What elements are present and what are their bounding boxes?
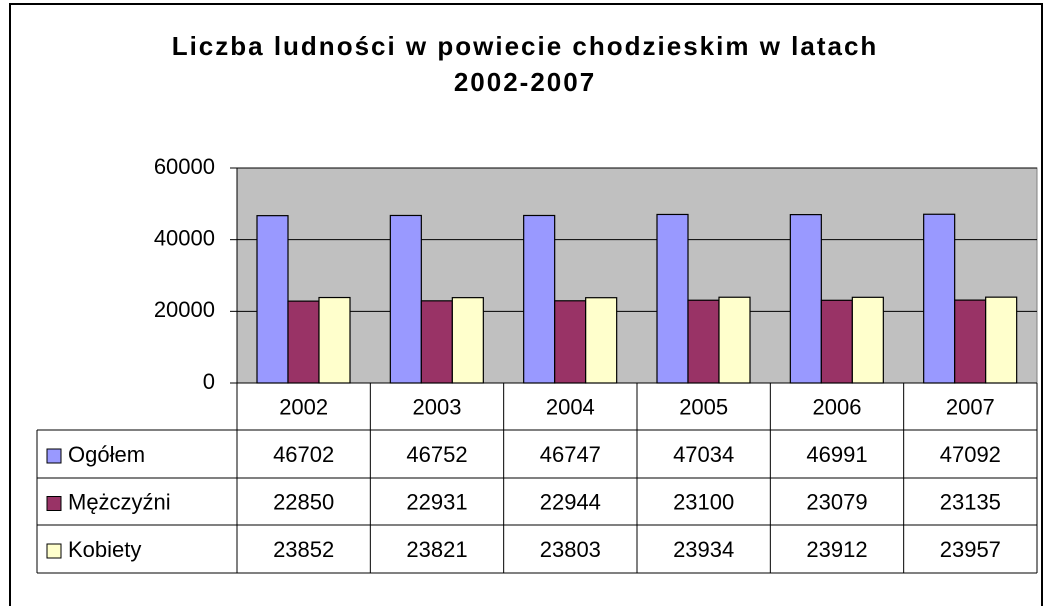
x-tick-label: 2004 [546, 394, 595, 419]
bar [451, 297, 484, 384]
x-tick-label: 2007 [946, 394, 995, 419]
bar [923, 213, 956, 384]
bar [420, 300, 453, 384]
y-tick-label: 60000 [154, 154, 215, 179]
bar [954, 299, 987, 384]
table-value: 23912 [806, 537, 867, 562]
y-tick-label: 20000 [154, 297, 215, 322]
table-value: 22850 [273, 489, 334, 514]
plot-area [236, 167, 1038, 384]
bar [585, 297, 618, 384]
table-value: 46747 [540, 442, 601, 467]
bar [687, 299, 720, 384]
table-value: 22944 [540, 489, 601, 514]
table-value: 23852 [273, 537, 334, 562]
table-value: 46702 [273, 442, 334, 467]
table-value: 46752 [406, 442, 467, 467]
table-value: 23934 [673, 537, 734, 562]
y-tick-label: 0 [203, 369, 215, 394]
legend-key [46, 496, 62, 511]
legend-label: Mężczyźni [68, 489, 171, 514]
x-tick-label: 2003 [413, 394, 462, 419]
table-value: 22931 [406, 489, 467, 514]
bar [985, 296, 1018, 384]
table-value: 47034 [673, 442, 734, 467]
x-tick-label: 2005 [679, 394, 728, 419]
table-value: 23821 [406, 537, 467, 562]
bar [656, 213, 689, 384]
bar [820, 299, 853, 384]
table-value: 23100 [673, 489, 734, 514]
table-value: 23803 [540, 537, 601, 562]
table-value: 23135 [940, 489, 1001, 514]
bar [718, 296, 751, 384]
table-value: 23957 [940, 537, 1001, 562]
x-tick-label: 2006 [813, 394, 862, 419]
table-value: 47092 [940, 442, 1001, 467]
table-value: 23079 [806, 489, 867, 514]
table-value: 46991 [806, 442, 867, 467]
legend-key [46, 543, 62, 559]
bar [789, 214, 822, 384]
bar [318, 296, 351, 384]
bar [389, 214, 422, 384]
bar [554, 300, 587, 384]
legend-key [46, 448, 62, 464]
x-tick-label: 2002 [279, 394, 328, 419]
bar [287, 300, 320, 384]
y-tick-label: 40000 [154, 225, 215, 250]
bar [851, 296, 884, 384]
legend-label: Kobiety [68, 537, 141, 562]
bar [523, 214, 556, 384]
bar [256, 215, 289, 384]
chart-title: Liczba ludności w powiecie chodzieskim w… [171, 31, 879, 97]
legend-label: Ogółem [68, 442, 145, 467]
